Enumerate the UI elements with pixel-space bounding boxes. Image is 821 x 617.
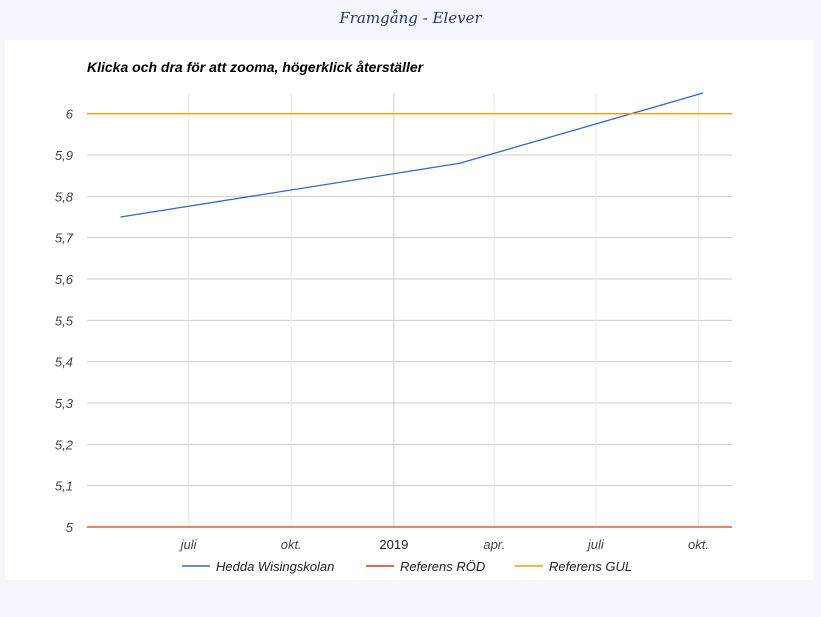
x-tick-label: juli	[179, 537, 198, 552]
legend[interactable]: Hedda Wisingskolan Referens RÖD Referens G…	[182, 559, 632, 574]
legend-label: Referens GUL	[549, 559, 632, 574]
x-tick-label: okt.	[281, 537, 302, 552]
x-tick-label: okt.	[688, 537, 709, 552]
legend-item-0[interactable]: Hedda Wisingskolan	[182, 559, 334, 574]
y-tick-label: 5,3	[55, 396, 74, 411]
line-chart[interactable]: Klicka och dra för att zooma, högerklick…	[5, 40, 813, 580]
y-tick-label: 5,7	[55, 231, 74, 246]
chart-title: Klicka och dra för att zooma, högerklick…	[87, 59, 425, 75]
y-tick-label: 5,6	[55, 272, 74, 287]
x-tick-label: juli	[586, 537, 605, 552]
grid-lines	[87, 93, 732, 528]
chart-panel[interactable]: Klicka och dra för att zooma, högerklick…	[5, 40, 813, 580]
x-axis: juli okt. 2019 apr. juli okt.	[179, 537, 709, 552]
y-tick-label: 5	[66, 520, 74, 535]
y-tick-label: 5,4	[55, 355, 73, 370]
page-title: Framgång - Elever	[339, 9, 482, 27]
legend-label: Hedda Wisingskolan	[216, 559, 334, 574]
x-tick-label: 2019	[379, 537, 408, 552]
legend-label: Referens RÖD	[400, 559, 485, 574]
series-line-0[interactable]	[120, 92, 704, 218]
y-tick-label: 5,8	[55, 189, 74, 204]
x-tick-label: apr.	[483, 537, 505, 552]
y-tick-label: 5,5	[55, 313, 74, 328]
y-axis: 5 5,1 5,2 5,3 5,4 5,5 5,6 5,7 5,8 5,9 6	[55, 107, 74, 535]
y-tick-label: 5,2	[55, 437, 74, 452]
y-tick-label: 5,1	[55, 479, 73, 494]
y-tick-label: 5,9	[55, 148, 73, 163]
legend-item-1[interactable]: Referens RÖD	[366, 559, 485, 574]
series-lines	[87, 92, 732, 528]
legend-item-2[interactable]: Referens GUL	[515, 559, 632, 574]
y-tick-label: 6	[66, 107, 74, 122]
